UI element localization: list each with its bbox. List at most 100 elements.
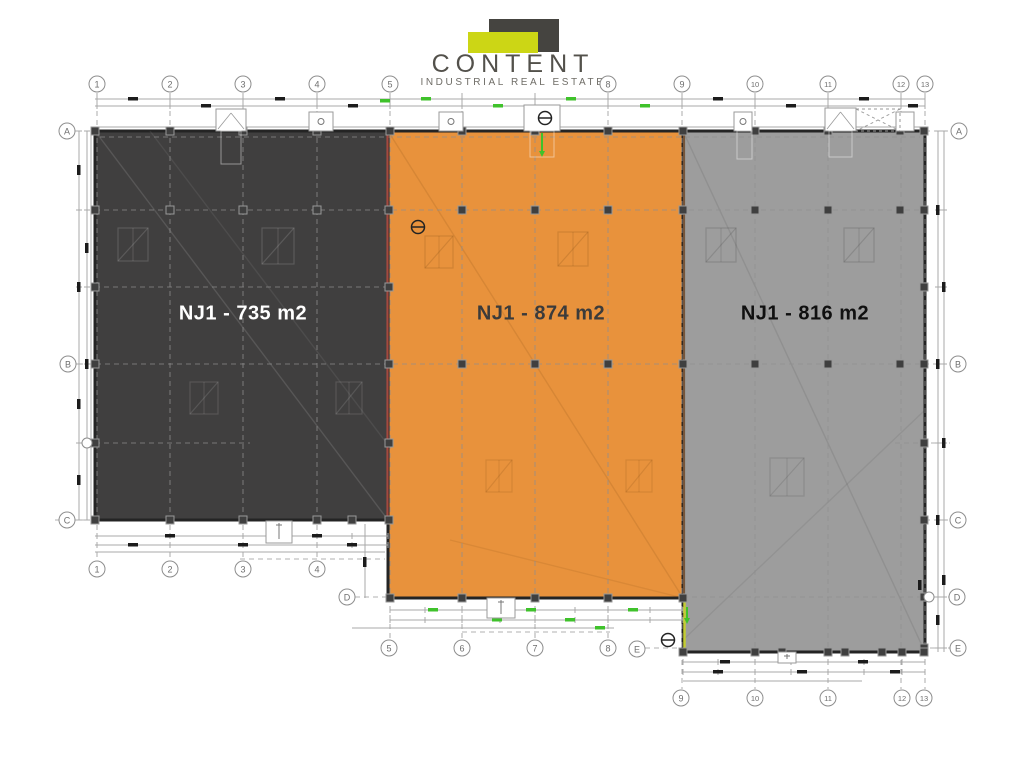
- ghost-diagonal-line: [682, 130, 926, 653]
- door-canopy-box: [733, 111, 753, 132]
- dimension-text-blob: [942, 438, 946, 448]
- column-marker: [919, 647, 929, 657]
- column-marker: [678, 359, 688, 369]
- column-marker: [457, 359, 467, 369]
- grid-bubble-3: [234, 75, 252, 93]
- ghost-diagonal-line: [94, 130, 389, 521]
- grid-bubble-label: B: [65, 360, 71, 370]
- dimension-text-blob: [363, 557, 367, 567]
- column-marker: [823, 359, 833, 369]
- column-marker: [530, 593, 540, 603]
- column-marker: [840, 647, 850, 657]
- grid-bubble-label: 13: [921, 80, 929, 89]
- x-brace-bay: [855, 108, 901, 132]
- column-marker: [384, 438, 394, 448]
- column-marker: [165, 126, 175, 136]
- dimension-text-blob: [640, 104, 650, 108]
- door-symbol-icon: [739, 118, 747, 125]
- column-marker: [530, 359, 540, 369]
- column-marker: [678, 205, 688, 215]
- column-marker: [895, 359, 905, 369]
- dimension-text-blob: [936, 359, 940, 369]
- dimension-text-blob: [936, 205, 940, 215]
- grid-bubble-label: 1: [94, 565, 99, 575]
- dimension-text-blob: [628, 608, 638, 612]
- column-marker: [603, 593, 613, 603]
- hall-3-area: [681, 129, 927, 654]
- column-marker: [750, 647, 760, 657]
- column-marker: [603, 126, 613, 136]
- dimension-text-blob: [942, 282, 946, 292]
- dimension-text-blob: [936, 515, 940, 525]
- grid-bubble-label: A: [64, 127, 70, 137]
- dimension-text-blob: [85, 243, 89, 253]
- ghost-equipment-sketch: [705, 227, 737, 263]
- ghost-equipment-sketch: [705, 227, 737, 263]
- entrance-arrow-icon: [684, 618, 690, 624]
- grid-bubble-label: D: [954, 593, 961, 603]
- grid-bubble-label: E: [955, 644, 961, 654]
- dimension-text-blob: [526, 608, 536, 612]
- column-marker: [90, 515, 100, 525]
- door-symbol-icon: [317, 118, 325, 125]
- grid-bubble-label: 3: [240, 565, 245, 575]
- ghost-equipment-sketch: [335, 381, 363, 415]
- dimension-text-blob: [348, 104, 358, 108]
- hall-2-area-label: NJ1 - 874 m2: [476, 302, 606, 325]
- grid-bubble-7: [526, 639, 544, 657]
- dimension-text-blob: [859, 97, 869, 101]
- ghost-equipment-sketch: [261, 227, 295, 265]
- dimension-text-blob: [908, 104, 918, 108]
- ghost-equipment-sketch: [769, 457, 805, 497]
- dimension-text-blob: [428, 608, 438, 612]
- grid-bubble-label: 5: [386, 644, 391, 654]
- column-marker: [678, 126, 688, 136]
- dimension-text-blob: [201, 104, 211, 108]
- dimension-text-blob: [165, 534, 175, 538]
- grid-bubble-9: [673, 75, 691, 93]
- dimension-text-blob: [312, 534, 322, 538]
- door-swing-line: [826, 111, 841, 130]
- ghost-equipment-sketch: [625, 459, 653, 493]
- ghost-equipment-sketch: [189, 381, 219, 415]
- vestibule-outline: [220, 130, 242, 165]
- column-marker: [165, 515, 175, 525]
- ghost-equipment-sketch: [117, 227, 149, 262]
- grid-bubble-3: [234, 560, 252, 578]
- brand-name: CONTENT: [431, 50, 595, 78]
- ghost-equipment-sketch: [843, 227, 875, 263]
- dimension-text-blob: [565, 618, 575, 622]
- grid-bubble-A: [950, 122, 968, 140]
- logo-lime-rectangle: [468, 32, 538, 53]
- grid-bubble-D: [338, 588, 356, 606]
- dimension-text-blob: [492, 618, 502, 622]
- grid-bubble-label: 8: [605, 644, 610, 654]
- grid-bubble-label: 9: [678, 694, 683, 704]
- dimension-text-blob: [595, 626, 605, 630]
- grid-bubble-E: [949, 639, 967, 657]
- column-marker: [90, 126, 100, 136]
- hall-1-area: [93, 129, 390, 522]
- dimension-text-blob: [77, 282, 81, 292]
- column-marker: [385, 593, 395, 603]
- dimension-text-blob: [85, 359, 89, 369]
- grid-bubble-10: [746, 689, 764, 707]
- column-marker: [678, 593, 688, 603]
- grid-bubble-C: [949, 511, 967, 529]
- grid-bubble-label: A: [956, 127, 962, 137]
- column-marker: [919, 515, 929, 525]
- column-marker: [750, 359, 760, 369]
- column-marker: [312, 515, 322, 525]
- x-brace-diagonal: [855, 108, 901, 132]
- hall-3-area-label: NJ1 - 816 m2: [740, 302, 870, 325]
- vestibule-outline: [828, 130, 853, 158]
- dimension-text-blob: [566, 97, 576, 101]
- grid-bubble-8: [599, 75, 617, 93]
- brand-tagline: INDUSTRIAL REAL ESTATE: [420, 77, 606, 88]
- ghost-diagonal-line: [682, 409, 926, 641]
- dimension-text-blob: [942, 575, 946, 585]
- column-marker: [823, 647, 833, 657]
- grid-bubble-label: D: [344, 593, 351, 603]
- ghost-equipment-sketch: [769, 457, 805, 497]
- ghost-equipment-sketch: [335, 381, 363, 415]
